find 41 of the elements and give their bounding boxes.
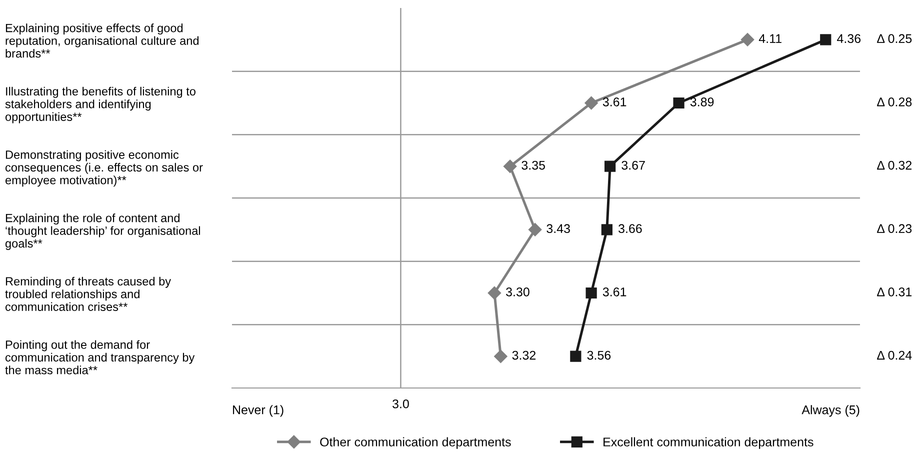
- point: [604, 160, 616, 172]
- y-tick-label: Demonstrating positive economic consequences (i.e. effects on sales or employee motivation)**: [6, 150, 203, 187]
- text: Δ 0.23: [877, 224, 912, 234]
- point: [673, 97, 684, 109]
- data-label: 3.32: [512, 350, 536, 360]
- data-label: 3.66: [618, 224, 642, 234]
- legend-label: Other communication departments: [320, 437, 511, 449]
- point: [488, 286, 502, 300]
- y-tick-label: Illustrating the benefits of listening to stakeholders and identifying opportunities**: [5, 86, 196, 124]
- data-label: 3.89: [690, 98, 714, 106]
- text: Always (5): [802, 405, 860, 417]
- ref-line-label: 3.0: [392, 399, 409, 408]
- data-label: 4.36: [837, 34, 861, 44]
- data-label: 3.30: [506, 288, 530, 296]
- data-label: 4.11: [758, 34, 782, 43]
- point: [503, 160, 517, 173]
- text: Δ 0.28: [877, 98, 912, 106]
- text: Δ 0.25: [877, 34, 912, 44]
- y-tick-label: Reminding of threats caused by troubled relationships and communication crises**: [5, 276, 172, 311]
- y-tick-label: Explaining the role of content and ‘thought leadership’ for organisational goals**: [5, 214, 200, 250]
- text: Δ 0.24: [877, 350, 912, 360]
- point: [740, 33, 754, 46]
- legend-label: Excellent communication departments: [604, 437, 814, 449]
- text: Δ 0.32: [877, 160, 912, 170]
- point: [528, 223, 542, 236]
- point: [584, 96, 598, 110]
- y-tick-label: Explaining positive effects of good reputation, organisational culture and brands**: [6, 24, 199, 58]
- data-label: 3.43: [546, 224, 570, 234]
- data-label: 3.61: [602, 98, 626, 106]
- data-label: 3.35: [522, 160, 545, 170]
- data-label: 3.67: [622, 160, 645, 170]
- point: [586, 287, 597, 299]
- data-label: 3.61: [602, 288, 626, 296]
- text: Never (1): [233, 405, 284, 417]
- point: [494, 350, 508, 363]
- point: [820, 34, 832, 46]
- text: Δ 0.31: [877, 288, 912, 296]
- y-tick-label: Pointing out the demand for communication and transparency by the mass media**: [5, 340, 195, 374]
- point: [570, 350, 582, 362]
- data-label: 3.56: [587, 350, 611, 360]
- point: [601, 224, 612, 236]
